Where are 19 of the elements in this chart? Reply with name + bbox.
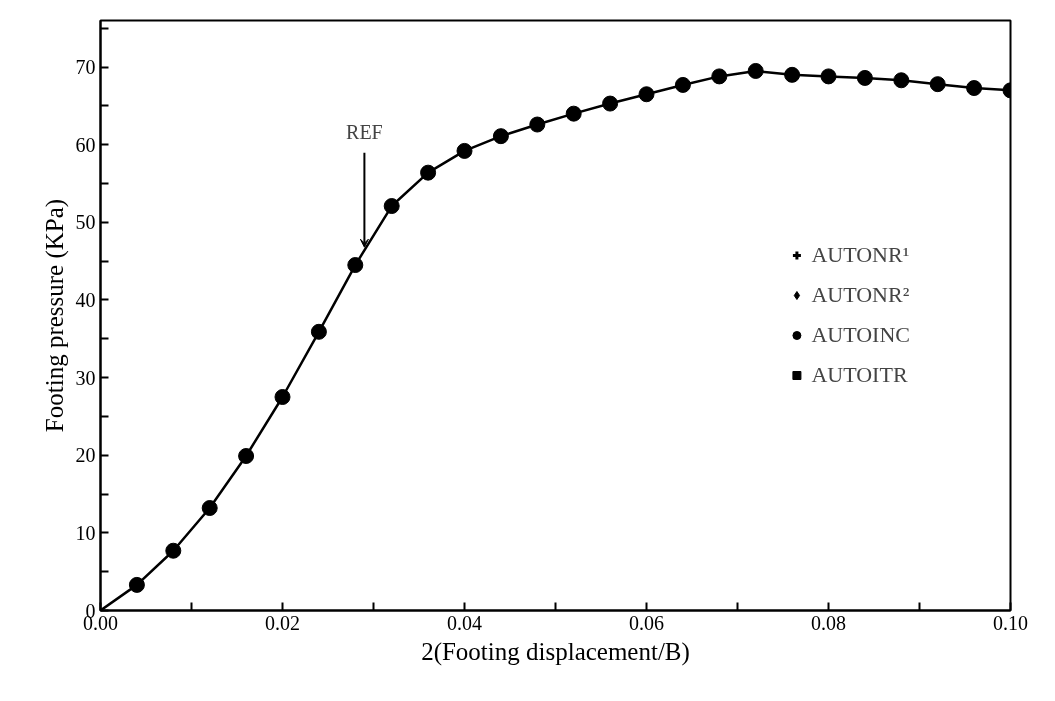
legend-label: AUTONR² [811,282,910,308]
y-tick-label: 20 [75,444,96,467]
x-tick-label: 0.08 [811,611,846,634]
legend-label: AUTOITR [811,362,908,388]
x-tick-label: 0.10 [993,611,1028,634]
x-tick-label: 0.04 [447,611,482,634]
annotation: REF [346,120,383,143]
y-tick-label: 60 [75,133,96,156]
y-tick-label: 30 [75,366,96,389]
legend-label: AUTOINC [811,322,910,348]
y-axis-title: Footing pressure (KPa) [40,198,69,433]
y-tick-label: 10 [75,521,96,544]
y-tick-label: 40 [75,288,96,311]
y-tick-label: 70 [75,56,96,79]
legend-label: AUTONR¹ [811,242,910,268]
x-tick-label: 0.06 [629,611,664,634]
y-tick-label: 50 [75,211,96,234]
x-tick-label: 0.02 [265,611,300,634]
x-axis-title: 2(Footing displacement/B) [421,637,690,666]
